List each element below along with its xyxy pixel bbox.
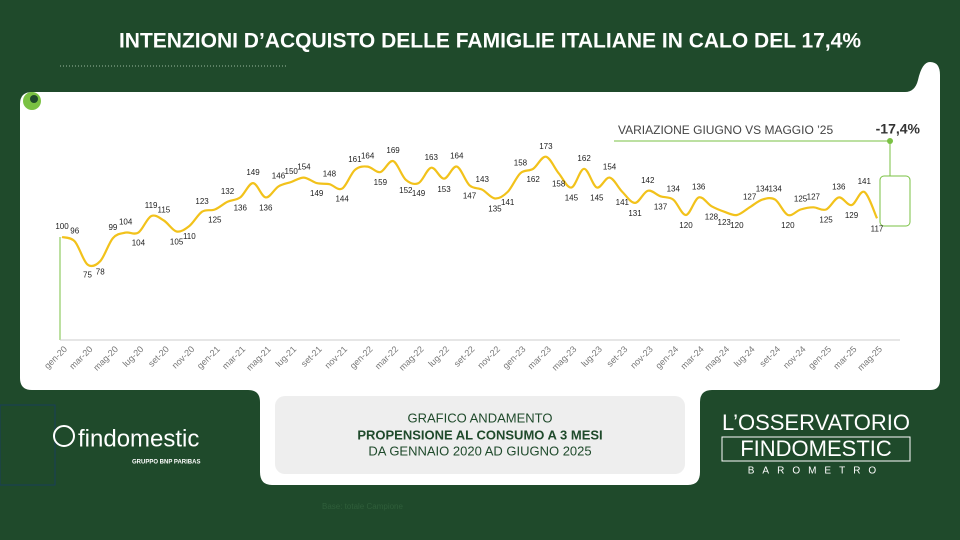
value-label: 158: [552, 179, 566, 188]
value-label: 117: [871, 224, 884, 233]
value-label: 164: [361, 152, 375, 161]
value-label: 125: [819, 216, 833, 225]
value-label: 134: [756, 185, 770, 194]
value-label: 146: [272, 172, 286, 181]
brand-box: [721, 436, 911, 462]
value-label: 131: [628, 209, 642, 218]
value-label: 115: [157, 206, 170, 215]
value-label: 105: [170, 238, 184, 247]
value-label: 163: [425, 153, 439, 162]
value-label: 120: [679, 221, 693, 230]
value-label: 110: [183, 232, 196, 241]
value-label: 149: [246, 168, 260, 177]
value-label: 144: [335, 195, 349, 204]
value-label: 127: [743, 192, 757, 201]
value-label: 75: [83, 271, 92, 280]
value-label: 100: [55, 222, 69, 231]
logo-group: GRUPPO BNP PARIBAS: [132, 460, 200, 466]
value-label: 148: [323, 169, 337, 178]
value-label: 152: [399, 186, 413, 195]
value-label: 136: [234, 204, 248, 213]
annotation: VARIAZIONE GIUGNO VS MAGGIO ’25: [618, 123, 833, 137]
value-label: 147: [463, 191, 477, 200]
data-line: [61, 155, 879, 268]
footer-box: [275, 396, 685, 474]
value-label: 143: [476, 175, 490, 184]
brand-line2: FINDOMESTIC: [740, 436, 892, 461]
footer-line3: DA GENNAIO 2020 AD GIUGNO 2025: [368, 443, 591, 458]
annotation-value: -17,4%: [876, 121, 921, 137]
value-label: 136: [692, 183, 706, 192]
value-label: 119: [145, 201, 158, 210]
value-label: 154: [297, 163, 311, 172]
title: INTENZIONI D’ACQUISTO DELLE FAMIGLIE ITA…: [119, 30, 861, 53]
value-label: 145: [565, 194, 579, 203]
value-label: 125: [208, 216, 222, 225]
value-label: 164: [450, 152, 464, 161]
panel: [20, 62, 940, 485]
brand-line1: L’OSSERVATORIO: [722, 410, 910, 435]
value-label: 159: [374, 178, 388, 187]
value-label: 104: [119, 218, 133, 227]
value-label: 141: [501, 198, 515, 207]
value-label: 120: [730, 221, 744, 230]
value-label: 149: [412, 189, 426, 198]
value-label: 162: [526, 175, 540, 184]
frame: [0, 404, 56, 486]
value-label: 142: [641, 176, 655, 185]
value-label: 153: [437, 185, 451, 194]
value-label: 127: [807, 192, 821, 201]
value-label: 128: [705, 212, 719, 221]
value-label: 123: [718, 218, 732, 227]
value-label: 145: [590, 194, 604, 203]
value-label: 125: [794, 195, 808, 204]
value-label: 169: [386, 146, 400, 155]
value-label: 161: [348, 155, 362, 164]
value-label: 134: [768, 185, 782, 194]
value-label: 78: [96, 267, 105, 276]
value-label: 96: [70, 227, 79, 236]
note: Base: totale Campione: [322, 502, 403, 511]
value-label: 120: [781, 221, 795, 230]
value-label: 123: [195, 197, 209, 206]
value-label: 141: [616, 198, 630, 207]
highlight-box: [879, 175, 911, 227]
footer-line1: GRAFICO ANDAMENTO: [408, 410, 553, 425]
logo-icon: [53, 425, 75, 447]
value-label: 136: [832, 183, 846, 192]
value-label: 129: [845, 211, 859, 220]
value-label: 132: [221, 187, 235, 196]
value-label: 136: [259, 204, 273, 213]
value-label: 141: [858, 177, 872, 186]
annotation-dot: [887, 138, 893, 144]
value-label: 162: [577, 154, 591, 163]
value-label: 134: [667, 185, 681, 194]
value-label: 154: [603, 163, 617, 172]
logo-name: findomestic: [78, 425, 199, 452]
value-label: 99: [108, 223, 117, 232]
brand-line3: BAROMETRO: [748, 466, 884, 477]
value-label: 150: [285, 167, 299, 176]
value-label: 137: [654, 202, 668, 211]
value-label: 158: [514, 158, 528, 167]
footer-line2: PROPENSIONE AL CONSUMO A 3 MESI: [357, 427, 602, 442]
dot-icon-inner: [30, 95, 38, 103]
value-label: 173: [539, 142, 553, 151]
value-label: 135: [488, 205, 502, 214]
value-label: 149: [310, 189, 324, 198]
value-label: 104: [132, 239, 146, 248]
